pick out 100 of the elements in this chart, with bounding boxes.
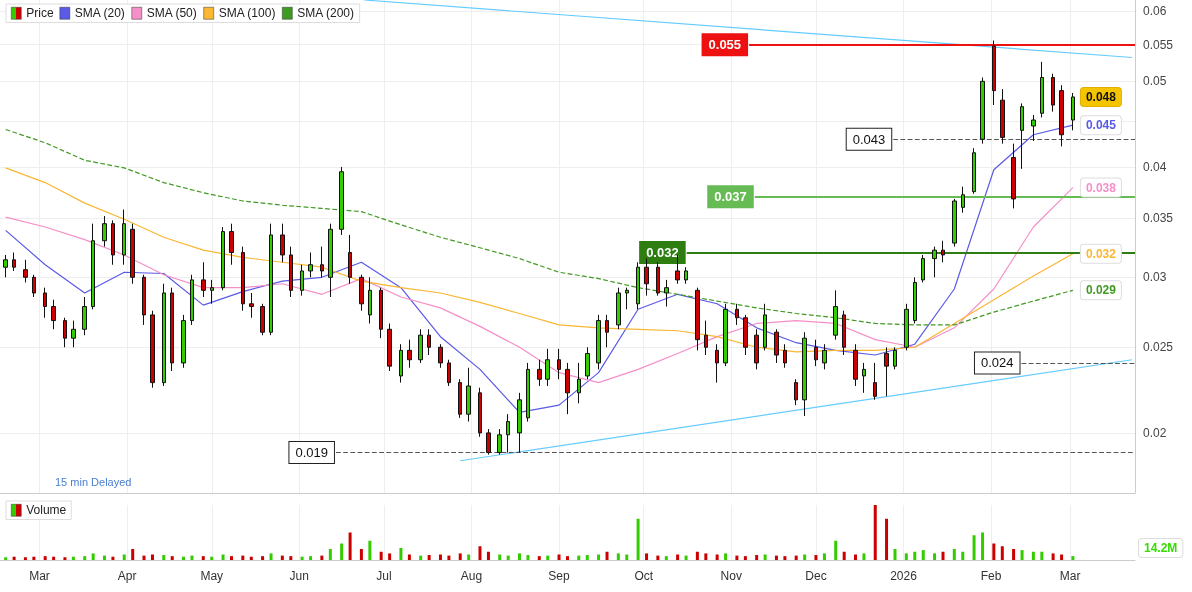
candlestick xyxy=(853,343,858,387)
bar xyxy=(309,556,313,560)
candlestick xyxy=(545,348,550,387)
candlestick xyxy=(921,254,925,283)
y-tick-label: 0.03 xyxy=(1143,270,1167,285)
candlestick xyxy=(63,317,67,348)
bar xyxy=(695,551,699,560)
candlestick xyxy=(320,246,324,278)
candlestick xyxy=(625,287,629,310)
candlestick xyxy=(32,274,36,298)
bar xyxy=(52,556,56,560)
bar xyxy=(616,553,620,560)
candlestick xyxy=(447,359,451,387)
bar xyxy=(210,556,214,560)
candlestick xyxy=(458,378,462,419)
bar xyxy=(873,505,877,560)
bar xyxy=(190,555,194,560)
candlestick xyxy=(932,246,937,278)
ref-line-label: 0.055 xyxy=(708,37,742,53)
candlestick xyxy=(142,274,146,326)
bar xyxy=(814,555,818,560)
y-tick-label: 0.04 xyxy=(1143,159,1167,174)
bar xyxy=(427,555,431,560)
x-tick-label: May xyxy=(200,569,224,583)
bar xyxy=(340,543,344,560)
candlestick xyxy=(644,258,649,297)
candlestick xyxy=(111,219,115,266)
candlestick xyxy=(486,428,491,456)
candlestick xyxy=(438,343,443,369)
x-tick-label: Mar xyxy=(29,569,50,583)
candlestick xyxy=(557,348,561,380)
bar xyxy=(32,556,36,560)
candlestick xyxy=(980,76,985,145)
ref-line-label: 0.037 xyxy=(714,189,747,205)
line-series xyxy=(5,187,1074,384)
candlestick xyxy=(170,287,174,372)
candlestick xyxy=(91,223,95,310)
bar xyxy=(842,551,846,560)
bar xyxy=(893,549,897,560)
candlestick xyxy=(941,240,945,263)
candlestick xyxy=(704,320,708,356)
candlestick xyxy=(260,303,265,336)
bar xyxy=(904,553,908,560)
candlestick xyxy=(280,223,285,263)
candlestick xyxy=(814,339,818,367)
candlestick xyxy=(3,254,8,278)
candlestick xyxy=(684,266,688,285)
candlestick xyxy=(150,310,155,389)
bar xyxy=(664,556,668,560)
y-tick-label: 0.02 xyxy=(1143,425,1167,440)
x-tick-label: Jun xyxy=(289,569,309,583)
candlestick xyxy=(972,147,976,195)
bar xyxy=(885,518,889,560)
candlestick xyxy=(794,378,798,406)
bar xyxy=(201,556,205,560)
bar xyxy=(23,557,27,560)
data-label: 0.045 xyxy=(1085,118,1117,133)
bar xyxy=(230,556,234,560)
y-tick-label: 0.055 xyxy=(1143,37,1174,52)
legend-label: Volume xyxy=(26,503,67,518)
bar xyxy=(656,555,660,560)
candlestick xyxy=(339,166,344,236)
candlestick xyxy=(842,310,846,356)
candlestick xyxy=(1071,92,1075,131)
bar xyxy=(419,555,423,560)
bar xyxy=(300,556,304,560)
candlestick xyxy=(221,226,225,291)
bar xyxy=(162,555,166,560)
bar xyxy=(142,555,146,560)
candlestick xyxy=(743,314,748,356)
candlestick xyxy=(1000,88,1005,145)
line-series xyxy=(5,124,1074,413)
x-tick-label: 2026 xyxy=(890,569,918,583)
bar xyxy=(735,555,739,560)
ref-line-label: 0.032 xyxy=(646,245,679,261)
candlestick xyxy=(802,331,807,417)
bar xyxy=(834,540,838,560)
bar xyxy=(388,553,392,560)
candlestick xyxy=(249,292,254,319)
candlestick xyxy=(181,314,186,369)
text: 14.2M xyxy=(1144,541,1178,555)
bar xyxy=(1051,553,1055,560)
bar xyxy=(933,553,937,560)
bar xyxy=(794,555,798,560)
candlestick xyxy=(300,264,304,297)
candlestick xyxy=(904,303,909,351)
candlestick xyxy=(952,198,957,248)
candlestick xyxy=(754,328,759,370)
candlestick xyxy=(368,276,372,324)
bar xyxy=(506,555,510,560)
bar xyxy=(1071,556,1075,560)
bar xyxy=(1000,546,1004,560)
line-series xyxy=(5,128,1074,326)
candlestick xyxy=(664,279,669,308)
bar xyxy=(12,556,16,560)
bar xyxy=(4,557,8,560)
bar xyxy=(526,555,530,560)
bar xyxy=(348,532,352,560)
candlestick xyxy=(102,215,107,248)
x-tick-label: Sep xyxy=(548,569,571,583)
